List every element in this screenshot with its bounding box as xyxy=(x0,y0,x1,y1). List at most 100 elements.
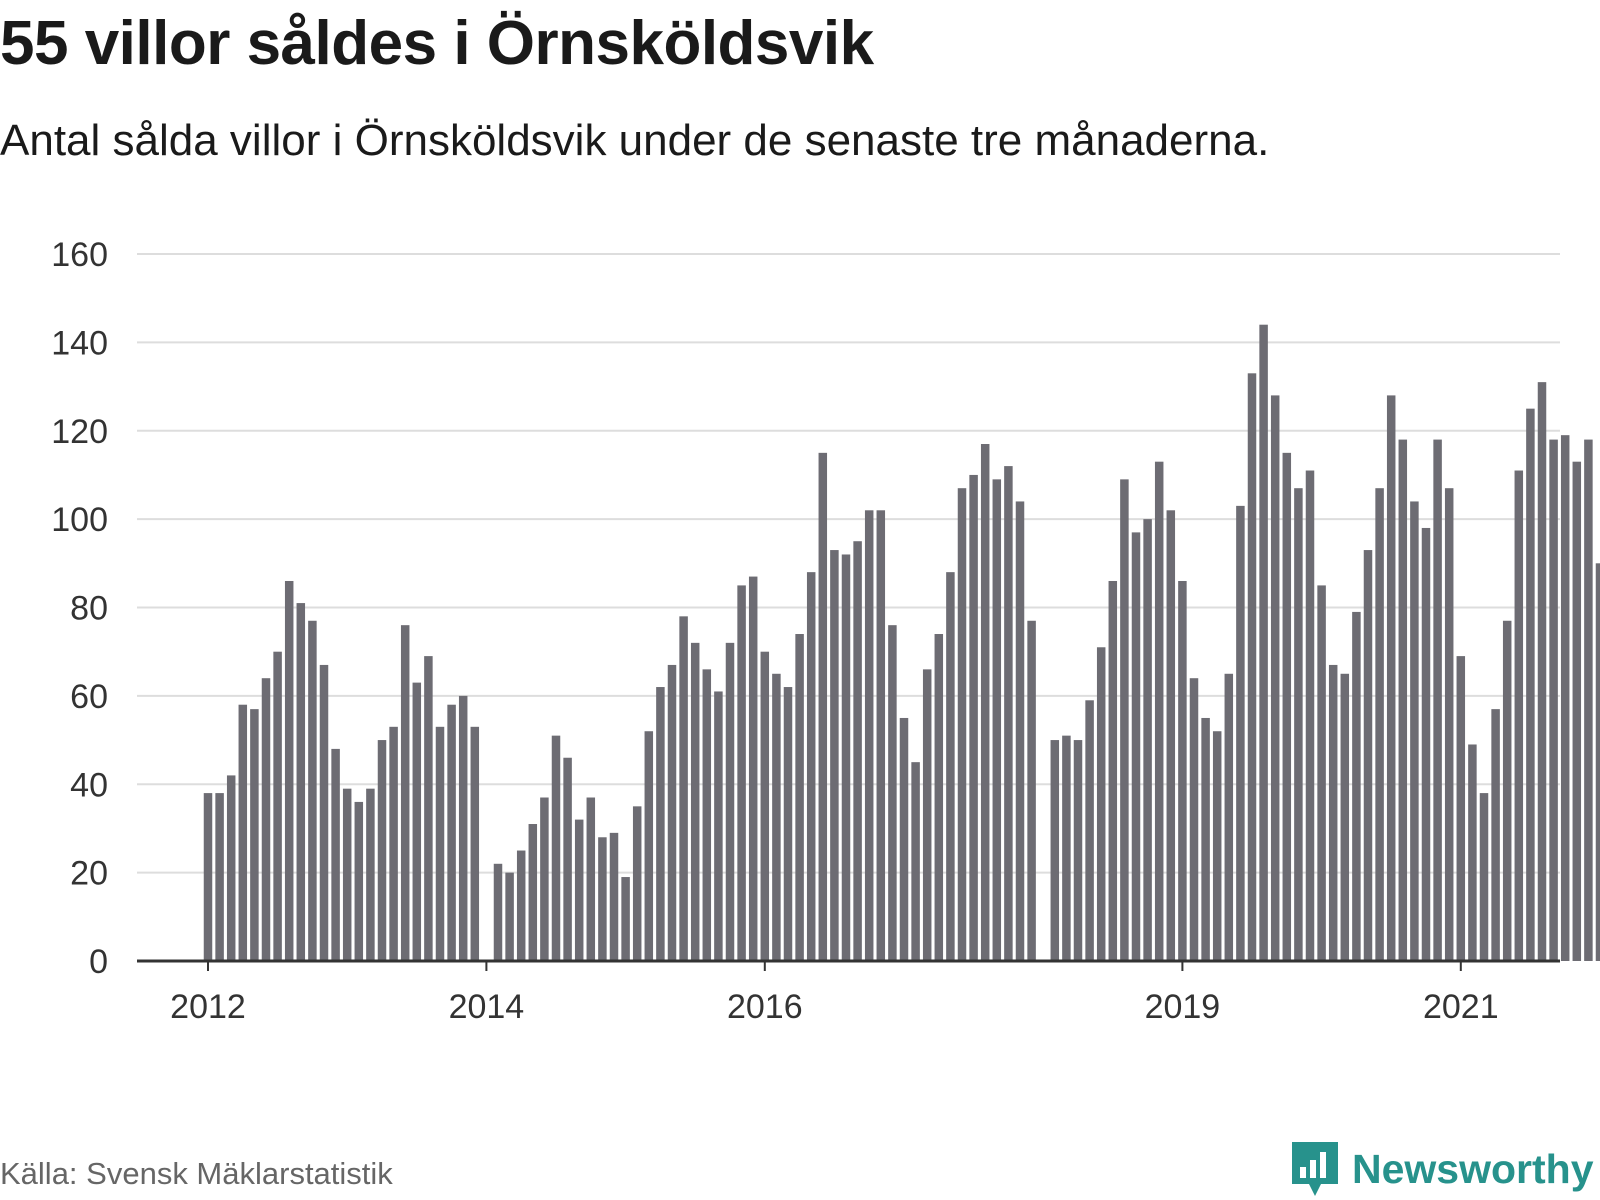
bar xyxy=(609,832,619,961)
bar xyxy=(760,651,770,961)
bar xyxy=(598,837,607,961)
bar xyxy=(1352,611,1361,961)
bar xyxy=(1166,510,1176,961)
bar xyxy=(772,673,781,961)
bar xyxy=(400,625,410,961)
bar xyxy=(1398,439,1408,962)
bar xyxy=(853,541,862,961)
bar xyxy=(1131,532,1141,961)
bar xyxy=(679,616,688,961)
y-tick-label: 60 xyxy=(70,678,108,716)
bar xyxy=(1073,740,1083,961)
y-tick-label: 0 xyxy=(89,943,108,981)
y-tick-label: 20 xyxy=(70,855,108,893)
bar xyxy=(632,806,642,961)
bar xyxy=(1143,519,1152,962)
bar xyxy=(1433,439,1442,962)
bar xyxy=(1096,647,1106,961)
y-tick-label: 120 xyxy=(51,413,108,451)
bar xyxy=(957,488,967,961)
bar xyxy=(1270,395,1280,961)
bar xyxy=(899,717,909,961)
chart-subtitle: Antal sålda villor i Örnsköldsvik under … xyxy=(0,116,1270,165)
bar xyxy=(1328,664,1338,961)
bar xyxy=(447,704,456,961)
bar xyxy=(1317,585,1326,961)
bar xyxy=(1154,461,1164,961)
bar xyxy=(238,704,248,961)
bar xyxy=(516,850,526,961)
bar xyxy=(1468,744,1477,961)
bar xyxy=(528,824,538,961)
bar xyxy=(1201,717,1210,961)
bar xyxy=(470,726,480,961)
bar xyxy=(435,726,445,961)
bar xyxy=(876,510,886,961)
bar xyxy=(342,788,352,961)
bar xyxy=(261,678,271,961)
bar xyxy=(1189,678,1199,961)
bar xyxy=(1120,479,1129,961)
bar xyxy=(1537,382,1547,961)
bar xyxy=(806,572,816,961)
bar xyxy=(1224,673,1234,961)
bar xyxy=(226,775,236,961)
source-note: Källa: Svensk Mäklarstatistik xyxy=(0,1156,393,1191)
bar xyxy=(215,793,224,961)
bar xyxy=(284,580,294,961)
bar xyxy=(888,625,897,961)
bar xyxy=(783,687,793,961)
y-tick-label: 160 xyxy=(51,236,108,274)
bar xyxy=(366,788,375,961)
bar xyxy=(748,576,758,961)
bar xyxy=(911,762,920,961)
bar xyxy=(505,872,514,962)
bar xyxy=(1456,656,1466,961)
bar xyxy=(354,801,364,961)
x-axis-ticks: 201220142016201920212023 xyxy=(170,961,1499,1026)
brand-logo: Newsworthy xyxy=(1290,1140,1594,1198)
bar xyxy=(1363,550,1373,961)
bar xyxy=(980,444,990,961)
bar xyxy=(946,572,955,961)
x-tick-label: 2019 xyxy=(1145,988,1221,1026)
bar xyxy=(702,669,712,961)
bar xyxy=(377,740,387,961)
bar xyxy=(644,731,654,961)
bar xyxy=(1062,735,1071,961)
bar xyxy=(540,797,549,961)
bar xyxy=(493,863,503,961)
bar xyxy=(1340,673,1350,961)
bar xyxy=(1386,395,1396,961)
bar xyxy=(1004,466,1013,961)
bar xyxy=(203,793,213,961)
y-tick-label: 100 xyxy=(51,501,108,539)
bars xyxy=(203,324,1600,962)
bar xyxy=(586,797,596,961)
bar xyxy=(1526,408,1535,961)
bar xyxy=(1247,373,1257,961)
bar xyxy=(841,554,851,961)
bar xyxy=(1549,439,1558,962)
bar xyxy=(1305,470,1315,961)
bar xyxy=(1514,470,1524,961)
bar xyxy=(319,664,329,961)
bar xyxy=(1015,501,1025,961)
bar xyxy=(725,642,735,961)
bar xyxy=(795,634,804,961)
bar xyxy=(308,620,317,961)
bar xyxy=(1375,488,1384,961)
bar xyxy=(1595,563,1600,961)
bar xyxy=(656,687,665,961)
bar xyxy=(273,651,282,961)
bar xyxy=(1572,461,1582,961)
bar xyxy=(574,819,584,961)
bar xyxy=(992,479,1002,961)
bar-chart-speech-bubble-icon xyxy=(1292,1142,1338,1196)
bar xyxy=(1491,709,1500,961)
bar xyxy=(1410,501,1419,961)
bar-chart: 0 20 40 60 80 100 120 140 160 2012 2014 2016 2019 20… xyxy=(51,236,1600,1026)
x-tick-label: 2021 xyxy=(1423,988,1499,1026)
bar xyxy=(714,691,723,961)
chart-title: 55 villor såldes i Örnsköldsvik xyxy=(0,9,874,78)
